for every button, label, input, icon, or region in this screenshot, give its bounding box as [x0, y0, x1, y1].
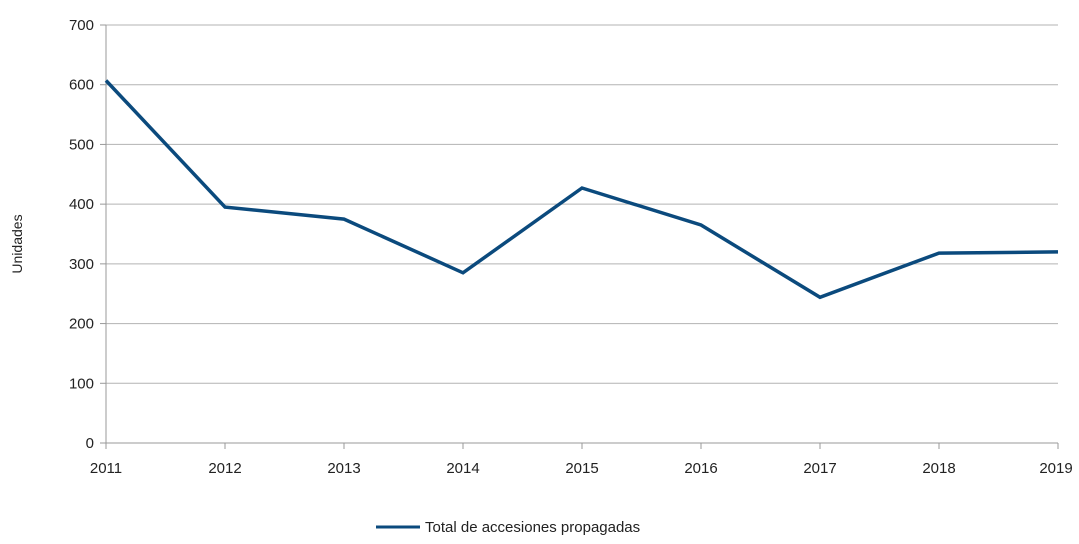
series-layer [104, 79, 1059, 300]
grid-lines [100, 24, 1059, 449]
y-tick-labels: 0 100 200 300 400 500 600 700 [69, 17, 94, 452]
y-tick-label: 600 [69, 77, 94, 94]
y-tick-label: 0 [86, 435, 94, 452]
y-tick-label: 500 [69, 136, 94, 153]
x-tick-label: 2011 [90, 460, 122, 477]
series-line-0 [104, 79, 1059, 300]
x-tick-label: 2018 [922, 460, 955, 477]
axes [105, 25, 1058, 444]
x-tick-labels: 2011 2012 2013 2014 2015 2016 2017 2018 2019 [90, 460, 1073, 477]
x-tick-label: 2013 [327, 460, 360, 477]
y-tick-label: 700 [69, 17, 94, 34]
y-tick-label: 300 [69, 256, 94, 273]
x-tick-label: 2015 [565, 460, 598, 477]
legend-label: Total de accesiones propagadas [425, 519, 640, 536]
x-tick-label: 2016 [684, 460, 717, 477]
x-tick-label: 2019 [1039, 460, 1072, 477]
x-tick-label: 2017 [803, 460, 836, 477]
legend: Total de accesiones propagadas [376, 519, 640, 536]
x-tick-label: 2014 [446, 460, 479, 477]
y-tick-label: 200 [69, 316, 94, 333]
y-tick-label: 100 [69, 375, 94, 392]
y-axis-title: Unidades [9, 214, 25, 273]
y-tick-label: 400 [69, 196, 94, 213]
x-tick-label: 2012 [208, 460, 241, 477]
